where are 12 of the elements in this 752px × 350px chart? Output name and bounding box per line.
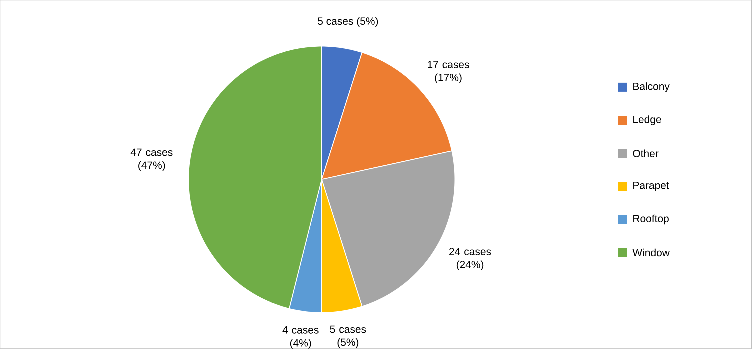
legend-label: Parapet	[634, 182, 670, 192]
data-label: 5 cases (5%)	[330, 326, 366, 348]
data-label: 47 cases (47%)	[130, 148, 173, 172]
data-label: 5 cases (5%)	[318, 17, 378, 28]
data-label: 4 cases (4%)	[282, 326, 319, 349]
legend-label: Ledge	[634, 116, 662, 126]
legend-label: Balcony	[634, 82, 670, 92]
legend-label: Other	[633, 150, 659, 158]
legend-label: Rooftop	[634, 214, 669, 225]
data-label: 17 cases (17%)	[428, 61, 470, 84]
data-label: 24 cases (24%)	[450, 248, 492, 271]
legend-label: Window	[632, 248, 670, 257]
